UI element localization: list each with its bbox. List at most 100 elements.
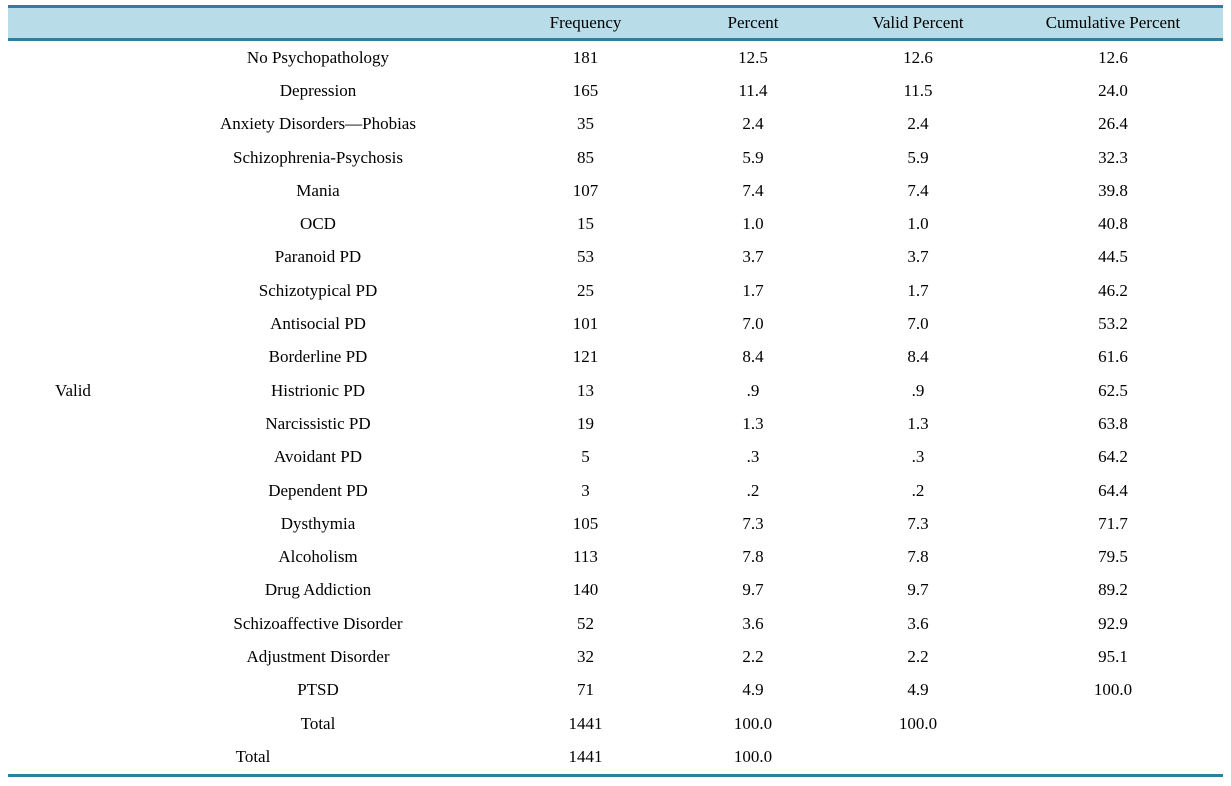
- cumulative-percent-cell: 39.8: [1098, 180, 1128, 200]
- row-label: Anxiety Disorders—Phobias: [220, 114, 416, 134]
- table-row: Valid No Psychopathology 181 12.5 12.6 12.6: [8, 40, 1223, 400]
- percent-cell: 100.0: [733, 713, 773, 733]
- table-row: Total 1441 100.0 100.0: [8, 707, 1223, 740]
- cumulative-percent-cell: 100.0: [1093, 680, 1133, 700]
- table-row: Depression 165 11.4 11.5 24.0: [8, 74, 1223, 107]
- group-label-valid: Valid: [55, 380, 91, 400]
- valid-percent-cell: 1.7: [907, 280, 929, 300]
- row-label: Dysthymia: [280, 513, 356, 533]
- frequency-cell: 25: [577, 280, 594, 300]
- header-percent: Percent: [727, 13, 779, 32]
- header-row: Frequency Percent Valid Percent Cumulati…: [8, 6, 1223, 40]
- valid-percent-cell: 7.0: [907, 314, 929, 334]
- table-body: Valid No Psychopathology 181 12.5 12.6 12.6 De…: [8, 40, 1223, 776]
- percent-cell: 100.0: [733, 746, 773, 766]
- header-valid-percent: Valid Percent: [872, 13, 964, 32]
- row-label: No Psychopathology: [246, 47, 390, 67]
- row-label: PTSD: [297, 680, 339, 700]
- percent-cell: 2.2: [742, 646, 764, 666]
- header-cumulative-percent: Cumulative Percent: [1045, 13, 1181, 32]
- frequency-cell: 35: [577, 114, 594, 134]
- frequency-cell: 140: [572, 580, 599, 600]
- percent-cell: 2.4: [742, 114, 764, 134]
- table-row: Narcissistic PD 19 1.3 1.3 63.8: [8, 407, 1223, 440]
- frequency-table: Frequency Percent Valid Percent Cumulati…: [8, 5, 1223, 777]
- frequency-cell: 53: [577, 247, 594, 267]
- row-label: Alcoholism: [278, 547, 358, 567]
- frequency-cell: 13: [577, 380, 594, 400]
- percent-cell: 3.6: [742, 613, 764, 633]
- cumulative-percent-cell: 44.5: [1098, 247, 1128, 267]
- row-label: Borderline PD: [268, 347, 368, 367]
- valid-percent-cell: 7.4: [907, 180, 929, 200]
- row-label: Schizotypical PD: [258, 280, 378, 300]
- table-row: Alcoholism 113 7.8 7.8 79.5: [8, 540, 1223, 573]
- row-label: Avoidant PD: [274, 447, 362, 467]
- frequency-cell: 3: [581, 480, 590, 500]
- frequency-cell: 85: [577, 147, 594, 167]
- row-label: OCD: [300, 214, 336, 234]
- table-row: Schizophrenia-Psychosis 85 5.9 5.9 32.3: [8, 141, 1223, 174]
- row-label: Dependent PD: [268, 480, 368, 500]
- table-row: Mania 107 7.4 7.4 39.8: [8, 174, 1223, 207]
- cumulative-percent-cell: 32.3: [1098, 147, 1128, 167]
- table-row: Dysthymia 105 7.3 7.3 71.7: [8, 507, 1223, 540]
- table-row: Drug Addiction 140 9.7 9.7 89.2: [8, 574, 1223, 607]
- row-label: Narcissistic PD: [265, 413, 371, 433]
- valid-percent-cell: 5.9: [907, 147, 929, 167]
- valid-percent-cell: .2: [911, 480, 925, 500]
- header-frequency: Frequency: [549, 13, 622, 32]
- valid-percent-cell: 2.4: [907, 114, 929, 134]
- percent-cell: 7.3: [742, 513, 764, 533]
- valid-percent-cell: 2.2: [907, 646, 929, 666]
- percent-cell: 8.4: [742, 347, 764, 367]
- valid-percent-cell: 3.6: [907, 613, 929, 633]
- table-row: Adjustment Disorder 32 2.2 2.2 95.1: [8, 640, 1223, 673]
- cumulative-percent-cell: 40.8: [1098, 214, 1128, 234]
- row-label: Adjustment Disorder: [246, 646, 390, 666]
- row-label: Paranoid PD: [274, 247, 362, 267]
- table-row: Paranoid PD 53 3.7 3.7 44.5: [8, 241, 1223, 274]
- row-label: Depression: [279, 80, 357, 100]
- percent-cell: .9: [746, 380, 760, 400]
- valid-percent-cell: 7.8: [907, 547, 929, 567]
- valid-percent-cell: 3.7: [907, 247, 929, 267]
- frequency-cell: 1441: [568, 746, 603, 766]
- valid-percent-cell: 8.4: [907, 347, 929, 367]
- percent-cell: 7.4: [742, 180, 764, 200]
- cumulative-percent-cell: 24.0: [1098, 80, 1128, 100]
- valid-percent-cell: 11.5: [903, 80, 933, 100]
- row-label: Total: [300, 713, 336, 733]
- frequency-cell: 165: [572, 80, 599, 100]
- table-row: Anxiety Disorders—Phobias 35 2.4 2.4 26.4: [8, 108, 1223, 141]
- table-row: Borderline PD 121 8.4 8.4 61.6: [8, 341, 1223, 374]
- percent-cell: 5.9: [742, 147, 764, 167]
- percent-cell: 11.4: [738, 80, 768, 100]
- valid-percent-cell: 7.3: [907, 513, 929, 533]
- frequency-cell: 52: [577, 613, 594, 633]
- percent-cell: 3.7: [742, 247, 764, 267]
- cumulative-percent-cell: 61.6: [1098, 347, 1128, 367]
- frequency-cell: 101: [572, 314, 599, 334]
- cumulative-percent-cell: 64.4: [1098, 480, 1128, 500]
- frequency-cell: 15: [577, 214, 594, 234]
- valid-percent-cell: 100.0: [898, 713, 938, 733]
- cumulative-percent-cell: 71.7: [1098, 513, 1128, 533]
- table-header: Frequency Percent Valid Percent Cumulati…: [8, 6, 1223, 40]
- frequency-cell: 113: [573, 547, 598, 567]
- cumulative-percent-cell: 53.2: [1098, 314, 1128, 334]
- table-row: Schizoaffective Disorder 52 3.6 3.6 92.9: [8, 607, 1223, 640]
- overall-total-label: Total: [235, 746, 271, 766]
- valid-percent-cell: [833, 740, 1003, 775]
- percent-cell: 1.7: [742, 280, 764, 300]
- row-label: Drug Addiction: [264, 580, 372, 600]
- percent-cell: 4.9: [742, 680, 764, 700]
- row-label: Histrionic PD: [271, 380, 365, 400]
- cumulative-percent-cell: 63.8: [1098, 413, 1128, 433]
- frequency-cell: 107: [572, 180, 599, 200]
- row-label: Schizoaffective Disorder: [233, 613, 403, 633]
- valid-percent-cell: 12.6: [903, 47, 933, 67]
- table-row: Histrionic PD 13 .9 .9 62.5: [8, 374, 1223, 407]
- percent-cell: 7.0: [742, 314, 764, 334]
- frequency-cell: 32: [577, 646, 594, 666]
